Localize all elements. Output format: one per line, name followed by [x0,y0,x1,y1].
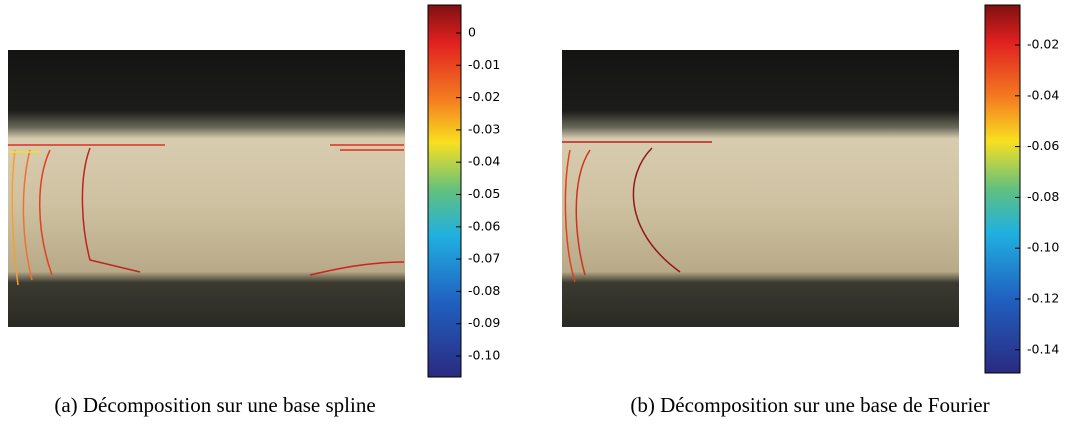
contours [562,141,712,283]
colorbar-label: -0.07 [468,251,500,266]
panel-a: (a) Décomposition sur une base spline [8,4,462,417]
panel-b: (b) Décomposition sur une base de Fourie… [562,4,1021,417]
photo [562,50,959,327]
photo [8,50,405,327]
colorbar-label: -0.05 [468,186,500,201]
colorbar-label: -0.14 [1027,341,1059,356]
colorbar-label: -0.03 [468,121,500,136]
caption: (a) Décomposition sur une base spline [54,393,375,417]
colorbar-label: -0.08 [1027,189,1059,204]
contours [8,144,405,286]
colorbar-label: -0.01 [468,57,500,72]
colorbar-label: -0.12 [1027,291,1059,306]
colorbar-label: -0.09 [468,315,500,330]
colorbar-label: -0.06 [468,218,500,233]
colorbar-label: -0.02 [1027,37,1059,52]
colorbar-label: -0.08 [468,283,500,298]
colorbar-label: -0.02 [468,89,500,104]
colorbar [984,4,1021,374]
colorbar-label: -0.04 [1027,87,1059,102]
colorbar-label: -0.04 [468,154,500,169]
colorbar-label: -0.10 [468,348,500,363]
colorbar-label: -0.10 [1027,240,1059,255]
caption: (b) Décomposition sur une base de Fourie… [630,393,989,417]
colorbar-label: -0.06 [1027,138,1059,153]
colorbar-label: 0 [468,25,476,40]
colorbar [427,4,462,378]
